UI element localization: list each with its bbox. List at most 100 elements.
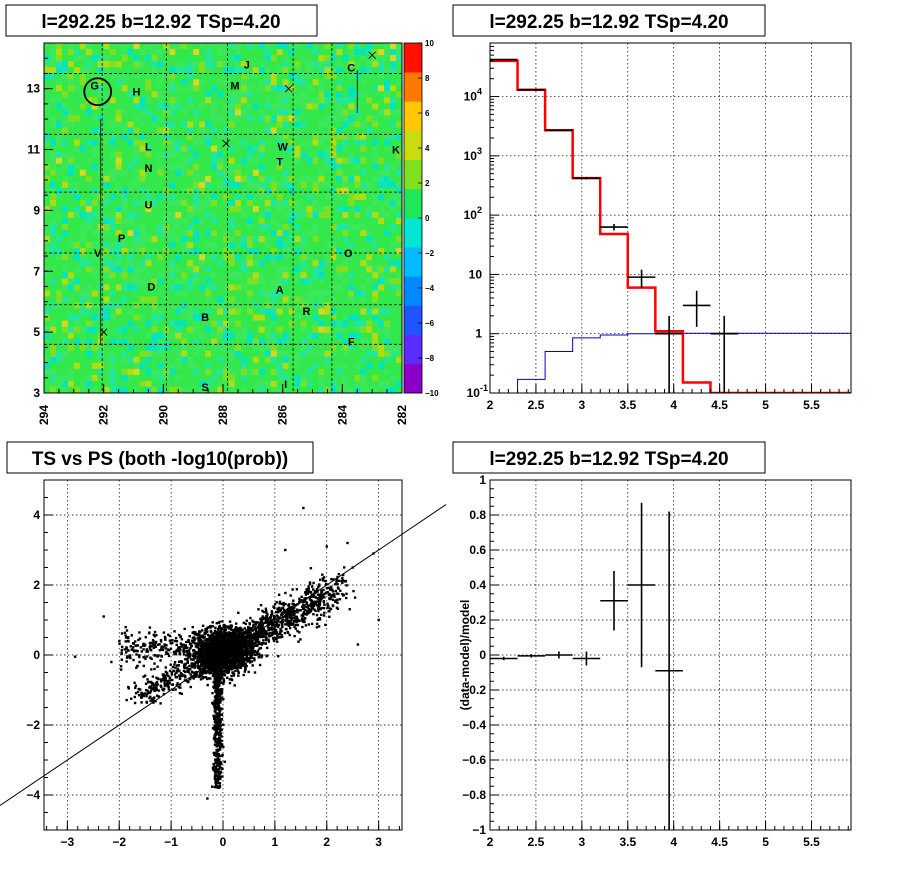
- heatmap-cell: [73, 79, 81, 86]
- heatmap-cell: [223, 49, 230, 56]
- heatmap-cell: [115, 278, 122, 285]
- heatmap-cell: [169, 248, 176, 255]
- heatmap-cell: [330, 308, 337, 315]
- heatmap-cell: [44, 205, 51, 213]
- heatmap-cell: [288, 49, 295, 56]
- heatmap-cell: [324, 236, 331, 243]
- heatmap-cell: [384, 290, 391, 297]
- heatmap-cell: [396, 296, 402, 303]
- heatmap-cell: [330, 374, 337, 382]
- heatmap-cell: [127, 199, 134, 207]
- heatmap-cell: [360, 211, 367, 219]
- heatmap-cell: [390, 145, 397, 153]
- heatmap-cell: [396, 230, 402, 237]
- heatmap-cell: [270, 278, 278, 285]
- heatmap-cell: [115, 67, 122, 74]
- heatmap-cell: [157, 230, 164, 237]
- heatmap-cell: [67, 139, 75, 146]
- heatmap-cell: [151, 193, 158, 201]
- heatmap-cell: [187, 344, 194, 352]
- heatmap-cell: [127, 133, 134, 140]
- heatmap-cell: [240, 380, 248, 388]
- heatmap-cell: [324, 290, 331, 297]
- heatmap-cell: [145, 91, 152, 98]
- heatmap-cell: [276, 326, 284, 334]
- heatmap-cell: [205, 320, 212, 328]
- heatmap-cell: [49, 199, 57, 207]
- heatmap-cell: [360, 278, 367, 285]
- heatmap-cell: [91, 308, 99, 315]
- heatmap-cell: [228, 362, 236, 370]
- heatmap-cell: [193, 248, 200, 255]
- heatmap-cell: [109, 386, 116, 393]
- heatmap-cell: [193, 61, 200, 68]
- heatmap-cell: [324, 374, 331, 382]
- heatmap-cell: [258, 199, 266, 207]
- heatmap-cell: [67, 362, 75, 370]
- heatmap-cell: [139, 362, 146, 370]
- scatter-point: [233, 666, 237, 670]
- heatmap-cell: [169, 332, 176, 340]
- heatmap-cell: [55, 109, 63, 116]
- heatmap-cell: [61, 109, 69, 116]
- heatmap-cell: [85, 169, 93, 177]
- heatmap-cell: [151, 55, 158, 62]
- scatter-point: [226, 676, 229, 679]
- heatmap-cell: [157, 338, 164, 346]
- heatmap-cell: [348, 338, 355, 346]
- heatmap-cell: [67, 290, 75, 297]
- heatmap-cell: [181, 344, 188, 352]
- heatmap-cell: [61, 157, 69, 165]
- heatmap-cell: [115, 284, 122, 291]
- heatmap-cell: [223, 187, 230, 195]
- heatmap-cell: [384, 374, 391, 382]
- heatmap-cell: [354, 350, 361, 358]
- heatmap-cell: [336, 242, 343, 249]
- heatmap-cell: [181, 230, 188, 237]
- heatmap-cell: [205, 218, 212, 225]
- heatmap-cell: [312, 127, 319, 134]
- scatter-point: [233, 684, 236, 687]
- heatmap-cell: [223, 374, 230, 382]
- heatmap-cell: [193, 151, 200, 159]
- heatmap-cell: [258, 115, 266, 122]
- palette-tick-label: −4: [425, 284, 435, 293]
- heatmap-cell: [181, 224, 188, 231]
- heatmap-cell: [270, 272, 278, 279]
- heatmap-cell: [145, 175, 152, 183]
- heatmap-cell: [348, 380, 355, 388]
- heatmap-cell: [288, 121, 295, 128]
- heatmap-cell: [306, 169, 313, 177]
- heatmap-cell: [342, 254, 349, 261]
- heatmap-cell: [384, 278, 391, 285]
- heatmap-cell: [396, 187, 402, 195]
- heatmap-cell: [324, 266, 331, 273]
- heatmap-cell: [258, 368, 266, 376]
- heatmap-cell: [199, 175, 206, 183]
- heatmap-cell: [139, 61, 146, 68]
- heatmap-cell: [61, 338, 69, 346]
- heatmap-cell: [109, 163, 116, 171]
- heatmap-cell: [252, 380, 260, 388]
- heatmap-cell: [360, 320, 367, 328]
- heatmap-cell: [223, 151, 230, 159]
- heatmap-cell: [246, 175, 254, 183]
- heatmap-cell: [336, 278, 343, 285]
- palette-tick-label: 8: [425, 74, 430, 83]
- heatmap-cell: [145, 151, 152, 159]
- heatmap-cell: [223, 55, 230, 62]
- heatmap-cell: [44, 121, 51, 128]
- heatmap-cell: [366, 302, 373, 309]
- heatmap-cell: [109, 230, 116, 237]
- heatmap-cell: [354, 175, 361, 183]
- heatmap-cell: [67, 73, 75, 80]
- heatmap-cell: [306, 85, 313, 92]
- heatmap-cell: [205, 205, 212, 213]
- heatmap-cell: [187, 380, 194, 388]
- heatmap-cell: [288, 362, 295, 370]
- heatmap-cell: [342, 169, 349, 177]
- heatmap-cell: [145, 79, 152, 86]
- heatmap-cell: [145, 103, 152, 110]
- heatmap-cell: [61, 199, 69, 207]
